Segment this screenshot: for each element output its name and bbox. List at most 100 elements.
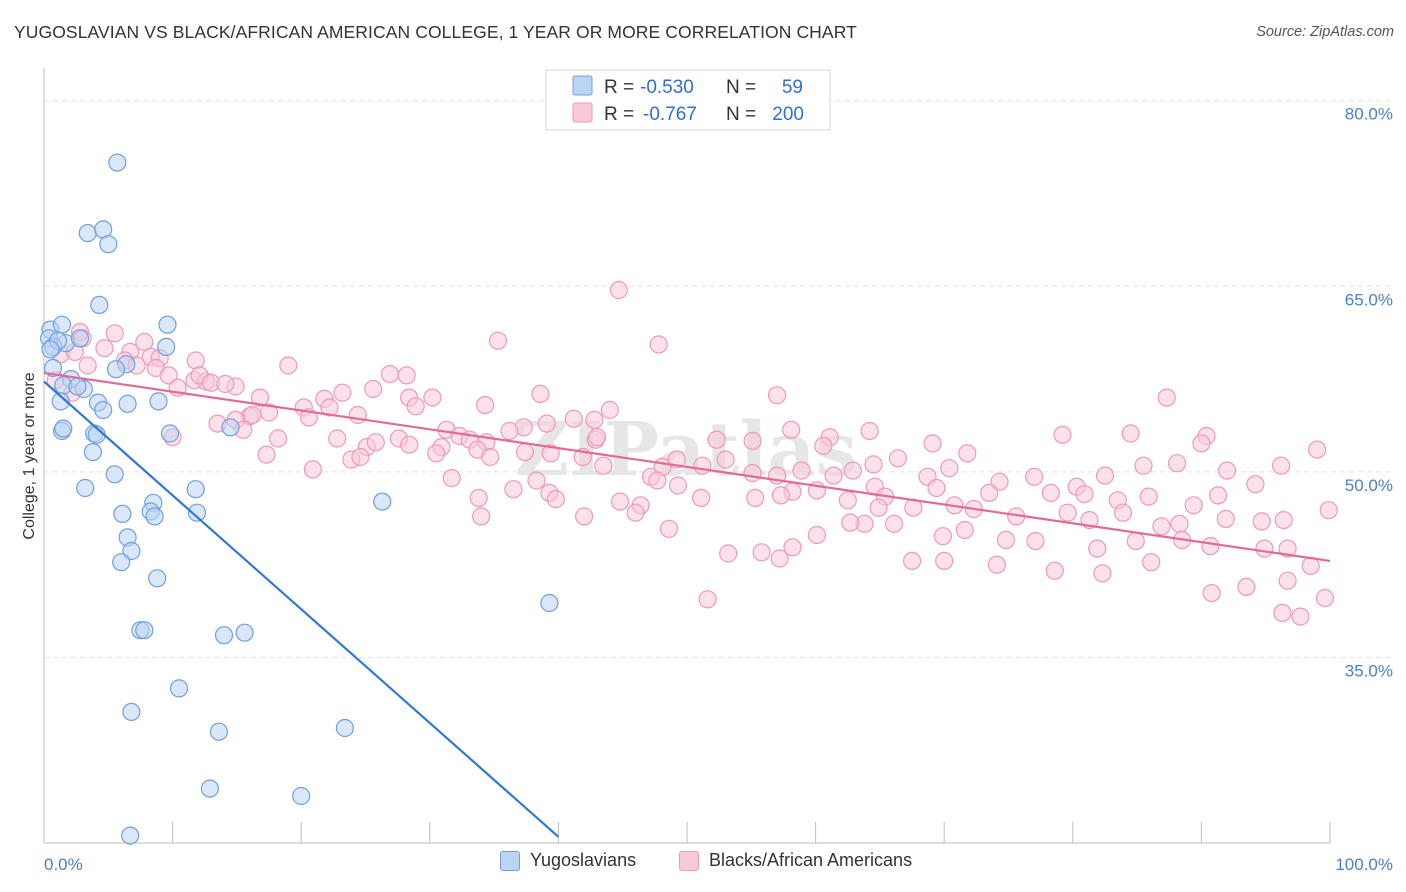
blacks-point-82 (1307, 440, 1327, 459)
stats-r-label-2: R = (604, 104, 634, 125)
stats-legend: R = -0.530 N = 59 R = -0.767 N = 200 (545, 69, 831, 131)
blacks-point-113 (1167, 454, 1187, 473)
blacks-point-170 (807, 525, 827, 545)
blacks-point-40 (1157, 388, 1176, 407)
yugoslavian-point-38 (113, 504, 132, 524)
blacks-point-160 (933, 527, 953, 546)
yugoslavian-point-17 (106, 360, 126, 379)
stats-n-label-1: N = (726, 77, 756, 98)
blacks-point-132 (1139, 487, 1158, 506)
blacks-point-99 (743, 464, 762, 483)
blacks-point-130 (1075, 485, 1094, 504)
blacks-point-6 (488, 331, 508, 350)
yugoslavian-point-58 (54, 419, 73, 438)
blacks-point-26 (380, 365, 399, 384)
yugoslavian-point-43 (122, 541, 141, 561)
blacks-point-137 (610, 492, 630, 511)
blacks-point-56 (585, 410, 604, 429)
yugoslavian-point-40 (145, 507, 164, 526)
legend-label-yugoslavians: Yugoslavians (530, 850, 637, 870)
blacks-point-103 (843, 461, 863, 480)
blacks-point-107 (940, 459, 959, 478)
blacks-point-80 (958, 444, 977, 463)
blacks-point-97 (693, 456, 712, 475)
blacks-point-27 (397, 366, 416, 385)
blacks-point-54 (537, 414, 556, 433)
blacks-point-7 (649, 335, 668, 354)
blacks-point-174 (719, 544, 738, 563)
blacks-point-194 (574, 507, 594, 526)
stats-n-value-1: 59 (782, 77, 803, 98)
trend-line-yugoslavians (43, 380, 560, 838)
blacks-point-52 (348, 405, 367, 425)
blacks-point-193 (469, 488, 488, 507)
blacks-point-173 (752, 543, 771, 562)
blacks-point-60 (860, 421, 879, 441)
blacks-point-0 (609, 280, 628, 300)
y-axis-title: College, 1 year or more (21, 372, 38, 539)
blacks-point-118 (351, 447, 370, 467)
blacks-point-101 (792, 461, 811, 480)
blacks-point-153 (1216, 509, 1235, 529)
blacks-point-65 (328, 429, 347, 448)
blacks-point-134 (1208, 486, 1228, 505)
yugoslavian-point-36 (373, 492, 392, 511)
blacks-point-154 (1252, 512, 1271, 531)
x-tick-label-0: 0.0% (44, 855, 83, 874)
blacks-point-76 (707, 430, 726, 449)
blacks-point-35 (423, 388, 442, 407)
yugoslavian-point-7 (158, 315, 177, 334)
yugoslavian-point-1 (78, 224, 97, 243)
blacks-point-186 (1273, 603, 1292, 623)
blacks-point-43 (364, 379, 383, 399)
source-label: Source: ZipAtlas.com (1256, 24, 1394, 40)
yugoslavian-point-35 (186, 480, 205, 499)
blacks-point-129 (1041, 483, 1061, 502)
blacks-point-38 (600, 400, 619, 420)
yugoslavian-point-33 (105, 465, 124, 484)
series-yugoslavians (39, 153, 559, 845)
y-tick-label-3: 35.0% (1345, 661, 1393, 680)
blacks-point-169 (1278, 539, 1297, 558)
blacks-point-119 (442, 469, 461, 488)
blacks-point-152 (1170, 514, 1189, 533)
blacks-point-114 (1217, 461, 1237, 480)
trend-lines (43, 371, 1331, 838)
blacks-point-50 (259, 403, 279, 422)
yugoslavian-point-32 (83, 443, 103, 462)
trend-line-blacks (43, 371, 1331, 563)
blacks-point-78 (814, 436, 833, 455)
chart-title: YUGOSLAVIAN VS BLACK/AFRICAN AMERICAN CO… (14, 22, 857, 42)
blacks-point-77 (743, 431, 762, 450)
blacks-point-93 (594, 456, 613, 475)
y-tick-label-2: 50.0% (1345, 476, 1393, 495)
blacks-point-87 (427, 444, 446, 463)
blacks-point-10 (95, 339, 114, 358)
blacks-point-112 (1134, 456, 1153, 475)
stats-n-label-2: N = (726, 104, 756, 125)
blacks-point-135 (504, 480, 523, 499)
blacks-point-133 (1184, 496, 1203, 515)
yugoslavian-point-46 (540, 593, 559, 613)
blacks-point-116 (1271, 456, 1291, 475)
yugoslavian-point-45 (148, 569, 167, 588)
blacks-point-191 (472, 507, 491, 526)
blacks-point-180 (1142, 553, 1161, 572)
blacks-point-75 (587, 428, 607, 447)
blacks-point-155 (1274, 510, 1293, 530)
blacks-point-165 (1126, 531, 1145, 551)
yugoslavian-point-57 (121, 826, 140, 845)
blacks-point-28 (78, 356, 97, 375)
blacks-point-61 (1053, 425, 1072, 444)
blacks-point-24 (216, 374, 235, 394)
blacks-point-121 (648, 471, 667, 490)
yugoslavian-point-24 (51, 392, 70, 411)
blacks-point-57 (500, 421, 519, 441)
blacks-point-192 (546, 490, 565, 509)
blacks-point-108 (990, 472, 1009, 491)
blacks-point-111 (1095, 466, 1115, 485)
blacks-point-143 (869, 498, 888, 517)
blacks-point-127 (927, 478, 946, 498)
blacks-point-17 (159, 366, 178, 385)
blacks-point-150 (1113, 503, 1133, 522)
